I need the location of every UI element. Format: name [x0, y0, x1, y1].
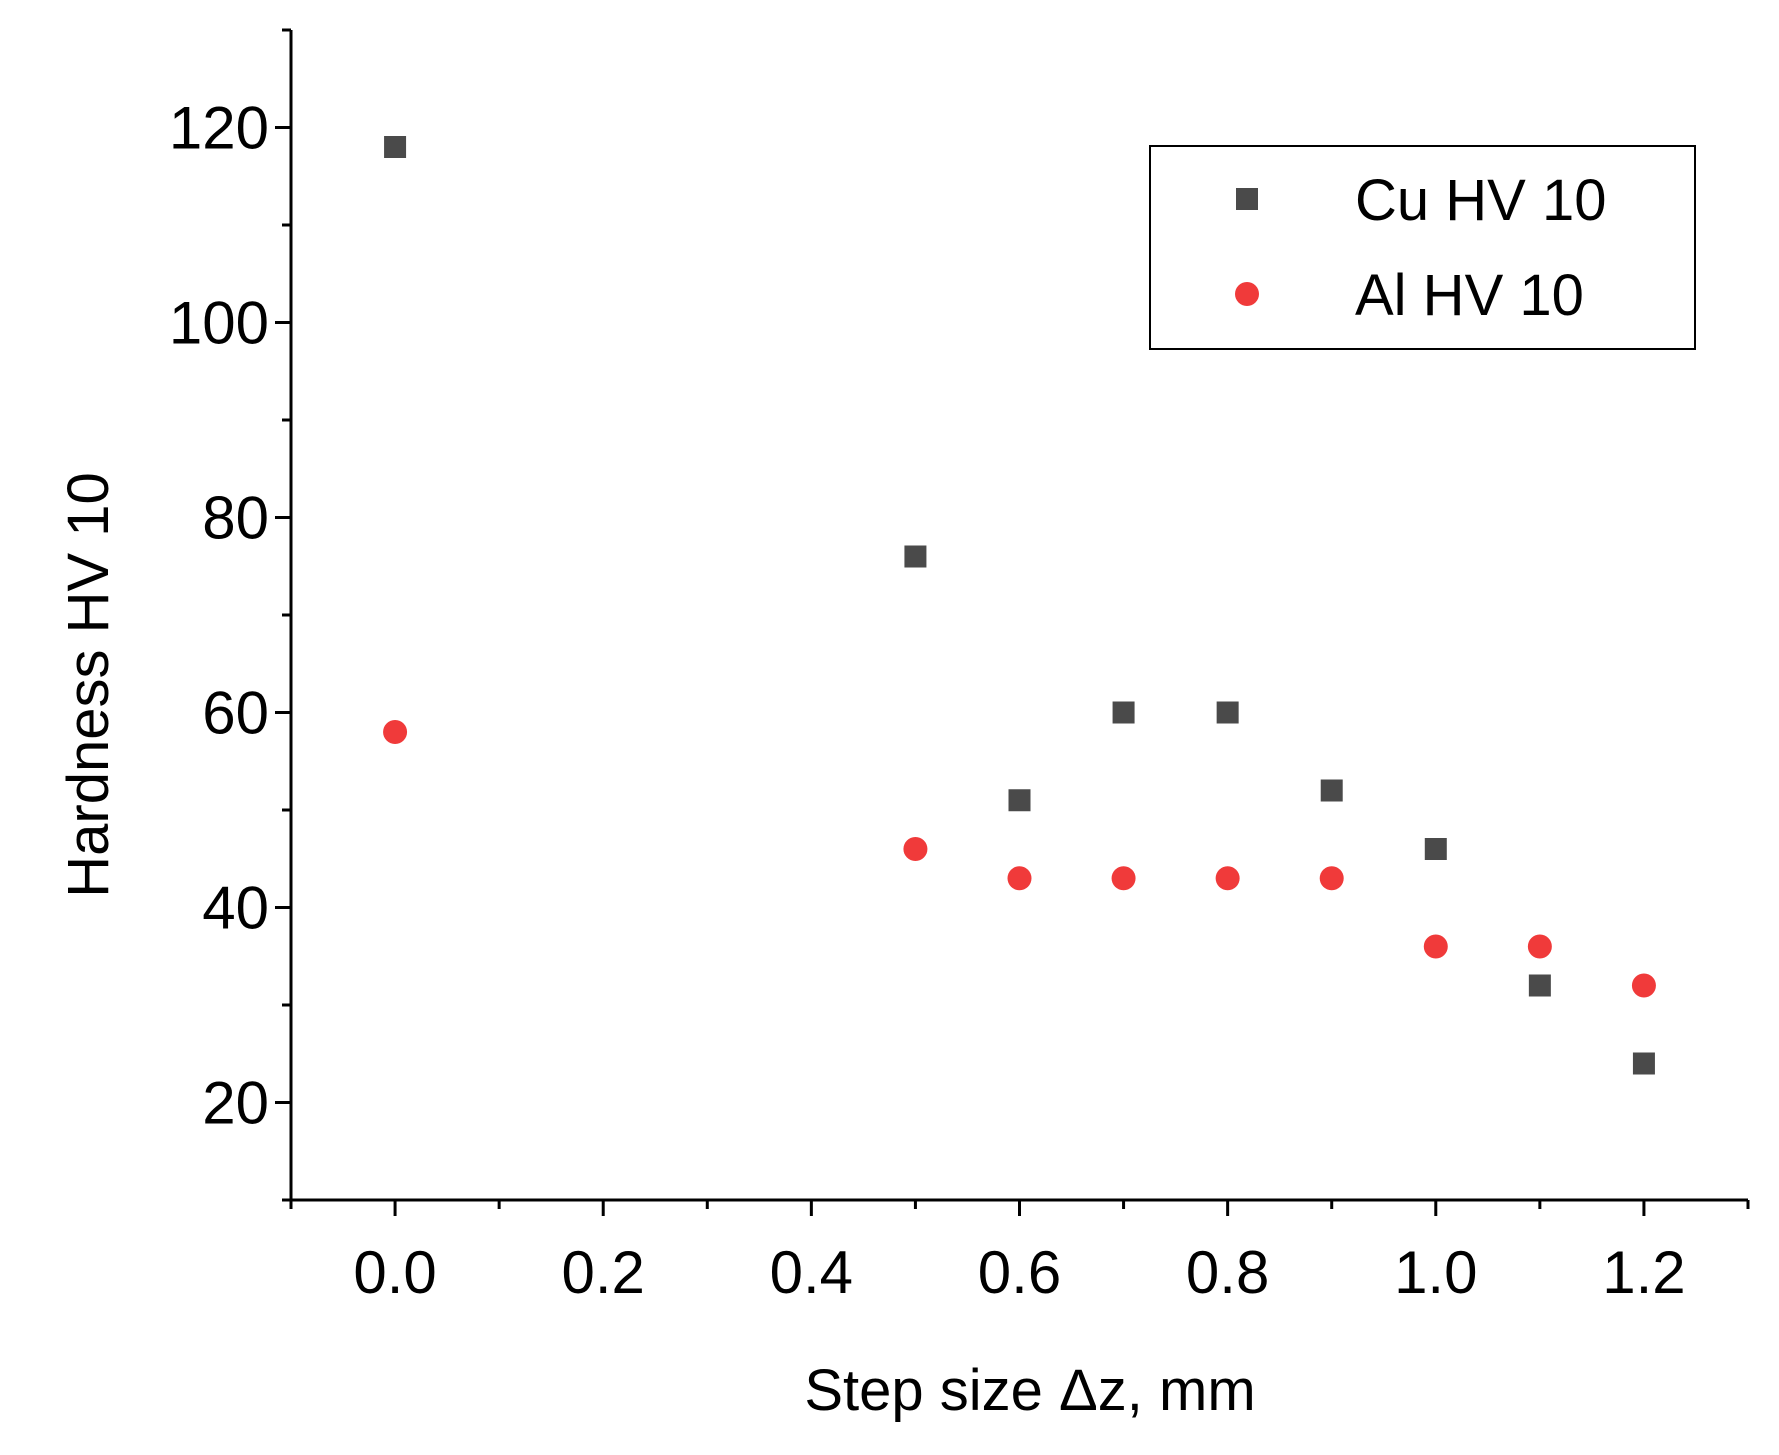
legend-label-al: Al HV 10: [1355, 263, 1584, 328]
y-axis-title: Hardness HV 10: [56, 472, 121, 898]
cu-data-point: [904, 545, 927, 568]
y-tick-label: 40: [202, 875, 269, 942]
al-data-point: [1111, 866, 1136, 891]
legend-label-cu: Cu HV 10: [1355, 168, 1606, 233]
x-tick-label: 0.0: [353, 1239, 436, 1306]
y-axis-ticks: 20 40 60 80 100 120: [169, 28, 291, 1202]
cu-data-point: [1424, 838, 1447, 860]
al-data-point: [383, 720, 408, 744]
legend-box: [1149, 145, 1696, 350]
y-tick-label: 120: [169, 95, 269, 162]
y-tick-label: 20: [202, 1070, 269, 1137]
cu-data-point: [1112, 701, 1135, 724]
y-tick-label: 80: [202, 485, 269, 552]
al-data-point: [1527, 934, 1552, 959]
x-tick-label: 1.2: [1602, 1239, 1685, 1306]
x-tick-label: 1.0: [1394, 1239, 1477, 1306]
al-data-point: [1423, 934, 1448, 959]
cu-data-point: [1528, 974, 1551, 997]
x-axis-title: Step size Δz, mm: [804, 1358, 1255, 1423]
cu-data-point: [1008, 789, 1031, 812]
al-data-point: [903, 837, 928, 861]
legend: Cu HV 10 Al HV 10: [1149, 145, 1696, 350]
y-tick-label: 100: [169, 290, 269, 357]
x-axis-ticks: 0.0 0.2 0.4 0.6 0.8 1.0 1.2: [289, 1200, 1750, 1306]
legend-marker-al: [1235, 282, 1259, 306]
cu-data-point: [384, 136, 407, 158]
al-data-point: [1319, 866, 1344, 891]
x-tick-label: 0.8: [1186, 1239, 1269, 1306]
x-tick-label: 0.4: [770, 1239, 853, 1306]
y-tick-label: 60: [202, 680, 269, 747]
legend-marker-cu: [1236, 188, 1258, 210]
al-data-point: [1631, 973, 1656, 998]
data-points: [383, 136, 1656, 1075]
cu-data-point: [1632, 1052, 1655, 1075]
x-tick-label: 0.2: [562, 1239, 645, 1306]
cu-data-point: [1320, 779, 1343, 802]
x-tick-label: 0.6: [978, 1239, 1061, 1306]
al-data-point: [1007, 866, 1032, 891]
cu-data-point: [1216, 701, 1239, 724]
al-data-point: [1215, 866, 1240, 891]
